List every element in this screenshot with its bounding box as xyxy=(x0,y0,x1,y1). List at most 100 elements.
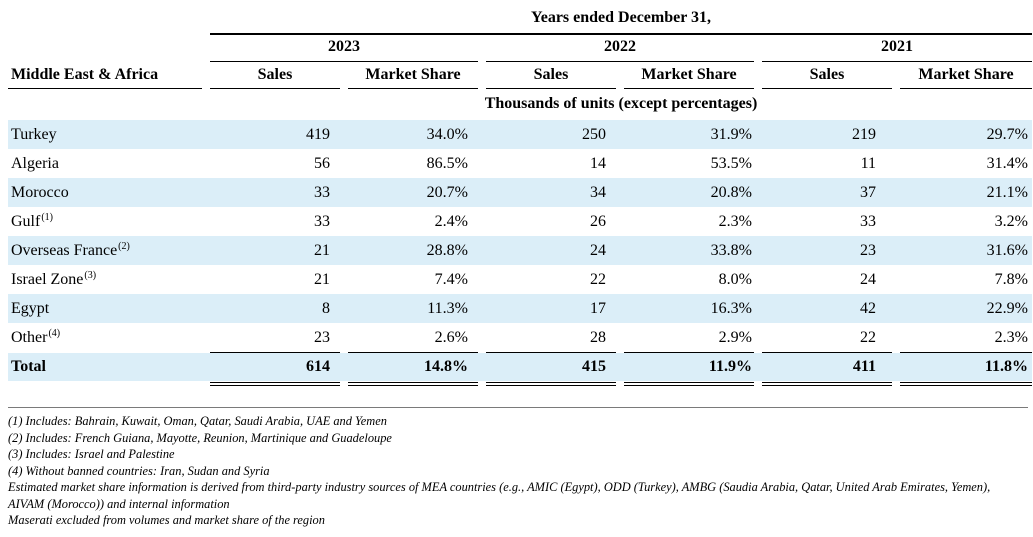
footnote-maserati: Maserati excluded from volumes and marke… xyxy=(8,513,325,527)
total-share-2022: 11.9% xyxy=(708,358,752,375)
cell-sales-2023: 56 xyxy=(314,155,330,172)
cell-share-2021: 29.7% xyxy=(986,126,1028,143)
total-label: Total xyxy=(11,358,46,375)
col-rule-4 xyxy=(624,88,754,89)
total-rule-3 xyxy=(486,352,616,353)
footnotes: (1) Includes: Bahrain, Kuwait, Oman, Qat… xyxy=(8,413,1020,529)
cell-share-2021: 2.3% xyxy=(994,329,1028,346)
cell-share-2022: 2.3% xyxy=(718,213,752,230)
row-label: Morocco xyxy=(11,184,69,201)
total-rule-1 xyxy=(210,352,340,353)
col-sales-2023: Sales xyxy=(257,66,293,83)
cell-sales-2022: 250 xyxy=(582,126,606,143)
cell-sales-2022: 34 xyxy=(590,184,606,201)
year-rule-2023 xyxy=(210,61,478,62)
col-rule-6 xyxy=(900,88,1032,89)
cell-share-2021: 31.6% xyxy=(986,242,1028,259)
cell-sales-2021: 219 xyxy=(852,126,876,143)
col-rule-1 xyxy=(210,88,340,89)
total-rule-5 xyxy=(762,352,892,353)
cell-share-2021: 31.4% xyxy=(986,155,1028,172)
super-header: Years ended December 31, xyxy=(530,9,712,26)
cell-share-2021: 7.8% xyxy=(994,271,1028,288)
cell-sales-2021: 24 xyxy=(860,271,876,288)
footnote-rule xyxy=(8,407,1028,408)
row-label: Egypt xyxy=(11,300,50,317)
table-row: Gulf(1) 33 2.4% 26 2.3% 33 3.2% xyxy=(8,207,1032,236)
col-rule-2 xyxy=(348,88,478,89)
col-rule-3 xyxy=(486,88,616,89)
double-rule-1b xyxy=(210,385,340,386)
cell-sales-2021: 33 xyxy=(860,213,876,230)
cell-share-2021: 21.1% xyxy=(986,184,1028,201)
cell-sales-2023: 21 xyxy=(314,242,330,259)
double-rule-3b xyxy=(486,385,616,386)
total-rule-6 xyxy=(900,352,1032,353)
cell-sales-2021: 22 xyxy=(860,329,876,346)
double-rule-3a xyxy=(486,382,616,383)
year-2021: 2021 xyxy=(881,38,913,55)
table-row: Other(4) 23 2.6% 28 2.9% 22 2.3% xyxy=(8,323,1032,352)
table-row: Israel Zone(3) 21 7.4% 22 8.0% 24 7.8% xyxy=(8,265,1032,294)
units-note: Thousands of units (except percentages) xyxy=(484,95,758,112)
cell-share-2021: 22.9% xyxy=(986,300,1028,317)
double-rule-2a xyxy=(348,382,478,383)
table-row: Morocco 33 20.7% 34 20.8% 37 21.1% xyxy=(8,178,1032,207)
row-label: Overseas France(2) xyxy=(11,241,130,260)
cell-sales-2021: 11 xyxy=(860,155,876,172)
cell-share-2022: 20.8% xyxy=(710,184,752,201)
year-2023: 2023 xyxy=(328,38,360,55)
cell-sales-2023: 419 xyxy=(306,126,330,143)
col-share-2023: Market Share xyxy=(365,66,461,83)
cell-share-2023: 11.3% xyxy=(427,300,468,317)
col-sales-2021: Sales xyxy=(809,66,845,83)
cell-sales-2022: 26 xyxy=(590,213,606,230)
double-rule-5b xyxy=(762,385,892,386)
year-rule-2021 xyxy=(762,61,1032,62)
table-row: Algeria 56 86.5% 14 53.5% 11 31.4% xyxy=(8,149,1032,178)
cell-share-2023: 86.5% xyxy=(426,155,468,172)
row-label: Algeria xyxy=(11,155,59,172)
cell-share-2022: 33.8% xyxy=(710,242,752,259)
cell-sales-2021: 37 xyxy=(860,184,876,201)
cell-share-2023: 7.4% xyxy=(434,271,468,288)
footnote-1: (1) Includes: Bahrain, Kuwait, Oman, Qat… xyxy=(8,414,387,428)
footnote-3: (3) Includes: Israel and Palestine xyxy=(8,447,175,461)
total-row: Total 614 14.8% 415 11.9% 411 11.8% xyxy=(8,353,1032,381)
total-share-2023: 14.8% xyxy=(424,358,468,375)
total-sales-2023: 614 xyxy=(306,358,330,375)
cell-share-2022: 53.5% xyxy=(710,155,752,172)
cell-share-2023: 34.0% xyxy=(426,126,468,143)
footnote-4: (4) Without banned countries: Iran, Suda… xyxy=(8,463,270,478)
cell-sales-2021: 23 xyxy=(860,242,876,259)
total-sales-2022: 415 xyxy=(582,358,606,375)
total-rule-4 xyxy=(624,352,754,353)
cell-share-2023: 28.8% xyxy=(426,242,468,259)
cell-sales-2022: 22 xyxy=(590,271,606,288)
cell-share-2021: 3.2% xyxy=(994,213,1028,230)
double-rule-4a xyxy=(624,382,754,383)
cell-share-2022: 2.9% xyxy=(718,329,752,346)
cell-sales-2023: 23 xyxy=(314,329,330,346)
col-sales-2022: Sales xyxy=(533,66,569,83)
cell-sales-2022: 24 xyxy=(590,242,606,259)
footnote-2: (2) Includes: French Guiana, Mayotte, Re… xyxy=(8,430,392,445)
cell-share-2022: 8.0% xyxy=(718,271,752,288)
table-row: Overseas France(2) 21 28.8% 24 33.8% 23 … xyxy=(8,236,1032,265)
double-rule-2b xyxy=(348,385,478,386)
region-label: Middle East & Africa xyxy=(11,66,159,83)
cell-sales-2023: 33 xyxy=(314,184,330,201)
row-label: Other(4) xyxy=(11,328,61,347)
row-label: Gulf(1) xyxy=(11,212,53,231)
cell-sales-2023: 21 xyxy=(314,271,330,288)
table-row: Egypt 8 11.3% 17 16.3% 42 22.9% xyxy=(8,294,1032,323)
double-rule-1a xyxy=(210,382,340,383)
header-rule xyxy=(210,33,1032,35)
cell-share-2023: 20.7% xyxy=(426,184,468,201)
col-rule-5 xyxy=(762,88,892,89)
cell-share-2022: 16.3% xyxy=(710,300,752,317)
cell-sales-2022: 14 xyxy=(590,155,606,172)
year-rule-2022 xyxy=(486,61,754,62)
cell-sales-2023: 8 xyxy=(322,300,330,317)
total-sales-2021: 411 xyxy=(852,358,876,375)
